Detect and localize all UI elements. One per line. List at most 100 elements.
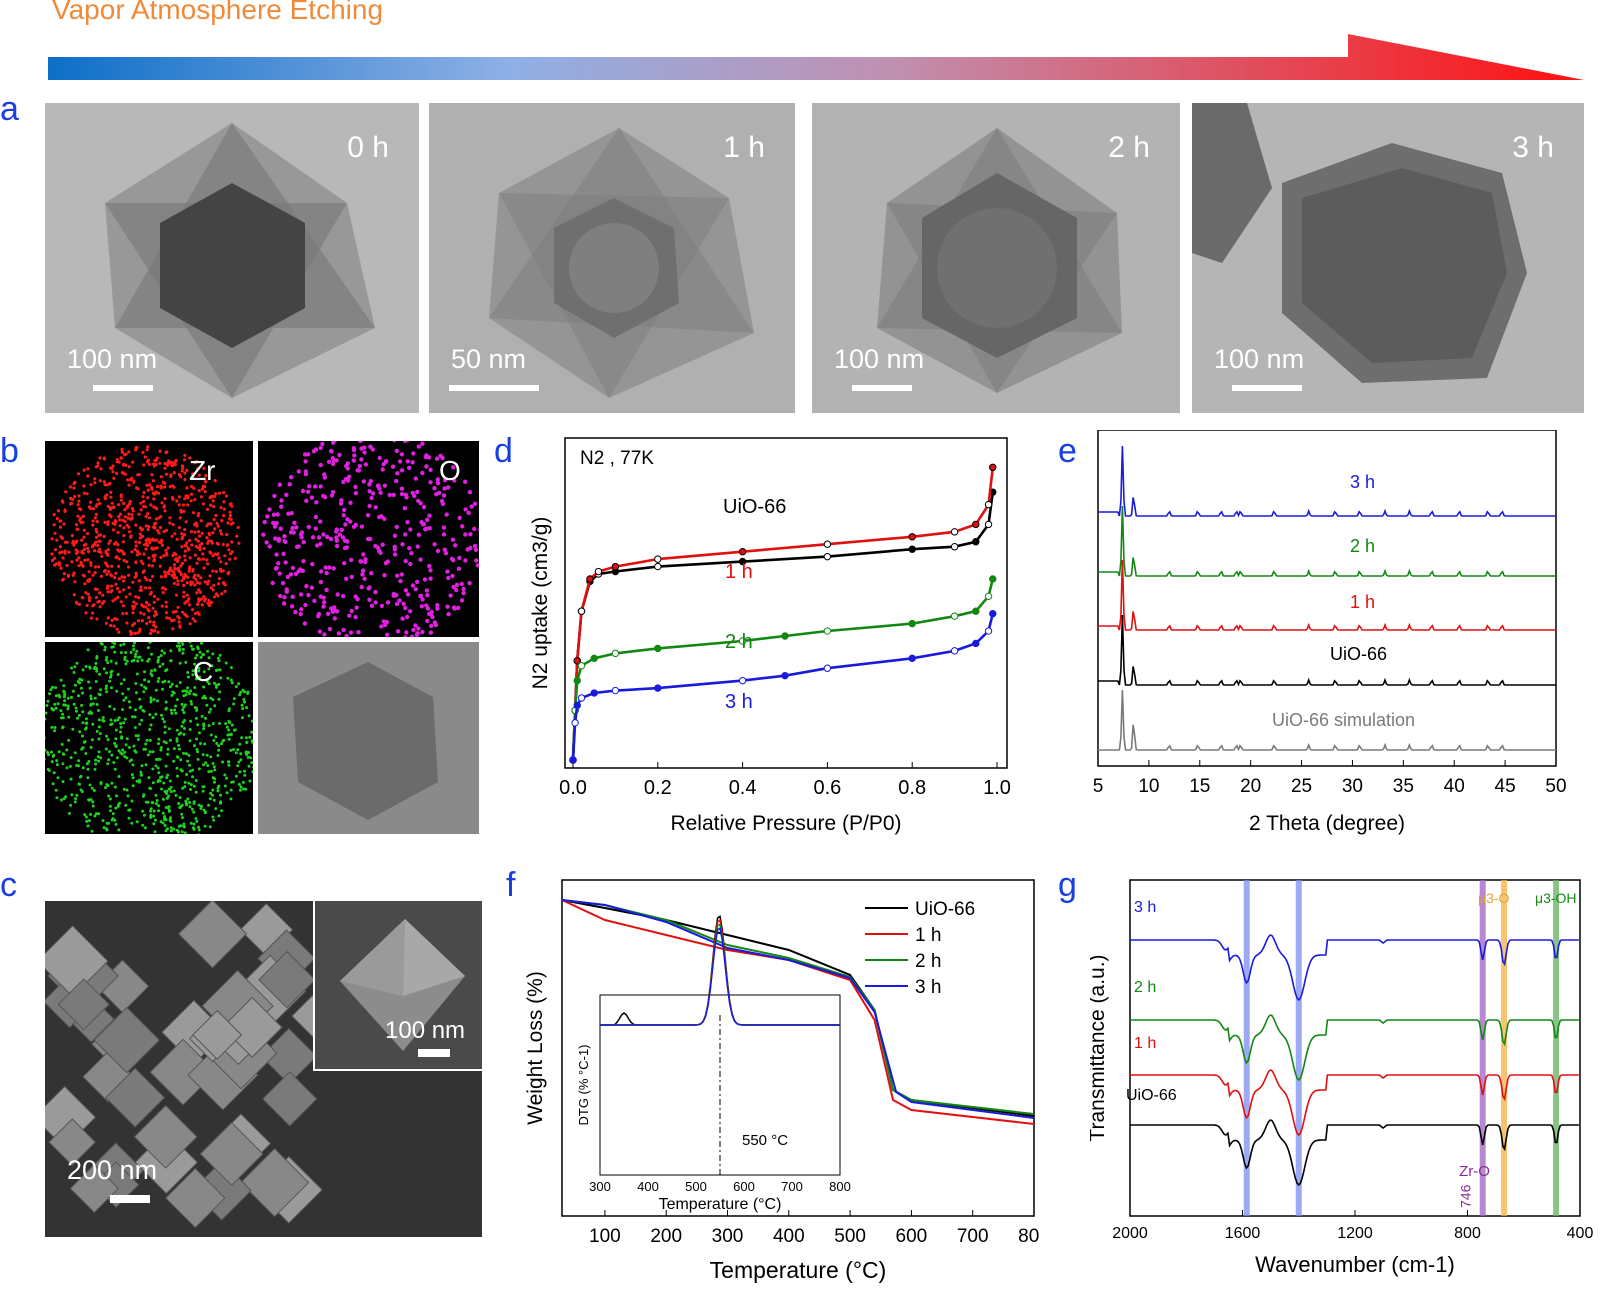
eds-dot (50, 552, 54, 556)
eds-dot (290, 565, 296, 571)
eds-dot (395, 629, 401, 634)
eds-dot (303, 459, 308, 464)
eds-dot (271, 520, 276, 526)
eds-dot (107, 794, 111, 798)
eds-dot (415, 544, 420, 549)
eds-dot (136, 631, 140, 635)
eds-dot (209, 495, 213, 499)
eds-dot (228, 514, 232, 518)
eds-dot (206, 541, 210, 545)
eds-dot (108, 507, 112, 511)
eds-dot (280, 580, 286, 586)
eds-dot (175, 684, 179, 688)
eds-dot (246, 755, 250, 759)
eds-dot (154, 793, 158, 797)
eds-dot (162, 530, 166, 534)
eds-dot (149, 813, 153, 817)
eds-dot (106, 762, 110, 766)
eds-dot (87, 550, 91, 554)
eds-dot (111, 464, 115, 468)
eds-dot (58, 563, 62, 567)
eds-dot (48, 692, 51, 696)
eds-dot (198, 590, 203, 594)
eds-dot (456, 605, 461, 611)
eds-dot (196, 467, 200, 471)
eds-dot (86, 592, 91, 596)
eds-dot (65, 748, 69, 752)
eds-dot (429, 609, 434, 615)
eds-dot (234, 751, 238, 755)
eds-dot (209, 733, 213, 737)
eds-dot (247, 764, 251, 768)
eds-dot (206, 649, 210, 653)
eds-dot (197, 833, 200, 834)
eds-dot (232, 697, 236, 701)
eds-dot (201, 552, 205, 556)
eds-dot (347, 474, 352, 479)
eds-dot (214, 492, 218, 496)
eds-dot (198, 534, 202, 538)
eds-dot (219, 560, 223, 564)
eds-dot (198, 675, 201, 679)
legend-label: 1 h (915, 925, 941, 946)
eds-dot (179, 564, 183, 568)
eds-dot (189, 783, 193, 787)
eds-dot (330, 456, 335, 461)
eds-dot (438, 453, 443, 458)
eds-dot (98, 732, 102, 736)
eds-dot (138, 655, 142, 659)
eds-dot (172, 827, 176, 831)
eds-dot (473, 547, 479, 552)
eds-dot (416, 532, 422, 537)
eds-dot (451, 605, 457, 610)
data-point (654, 555, 662, 563)
eds-dot (229, 748, 233, 752)
eds-dot (265, 514, 270, 519)
eds-dot (81, 710, 85, 714)
eds-dot (300, 568, 305, 573)
eds-dot (453, 543, 458, 548)
eds-dot (121, 540, 125, 544)
eds-dot (106, 504, 110, 508)
eds-dot (143, 685, 147, 689)
eds-dot (329, 448, 334, 454)
eds-dot (154, 612, 159, 616)
eds-dot (349, 557, 354, 563)
eds-dot (211, 499, 215, 503)
eds-dot (399, 491, 405, 497)
eds-dot (190, 581, 194, 585)
eds-dot (124, 662, 128, 666)
eds-dot (62, 752, 66, 756)
eds-dot (442, 547, 447, 552)
eds-dot (156, 597, 160, 601)
eds-dot (463, 479, 468, 484)
eds-dot (181, 708, 185, 712)
eds-dot (204, 761, 208, 765)
eds-dot (249, 756, 253, 760)
eds-dot (187, 569, 191, 573)
eds-dot (229, 788, 233, 792)
eds-dot (394, 448, 399, 454)
eds-dot (203, 580, 207, 584)
eds-dot (178, 516, 182, 520)
eds-dot (318, 484, 323, 489)
eds-dot (98, 456, 102, 460)
eds-dot (98, 672, 101, 676)
eds-dot (191, 768, 195, 772)
eds-dot (81, 668, 85, 672)
eds-dot (224, 562, 228, 566)
eds-dot (212, 818, 216, 822)
eds-dot (77, 564, 81, 568)
eds-dot (96, 755, 100, 759)
eds-dot (114, 806, 118, 810)
band-marker (1243, 880, 1250, 1216)
eds-dot (158, 564, 162, 568)
data-point (577, 662, 586, 670)
eds-dot (160, 649, 164, 653)
eds-dot (334, 538, 340, 543)
eds-dot (129, 535, 133, 539)
eds-dot (411, 451, 416, 456)
eds-dot (207, 579, 211, 583)
eds-dot (115, 471, 119, 476)
